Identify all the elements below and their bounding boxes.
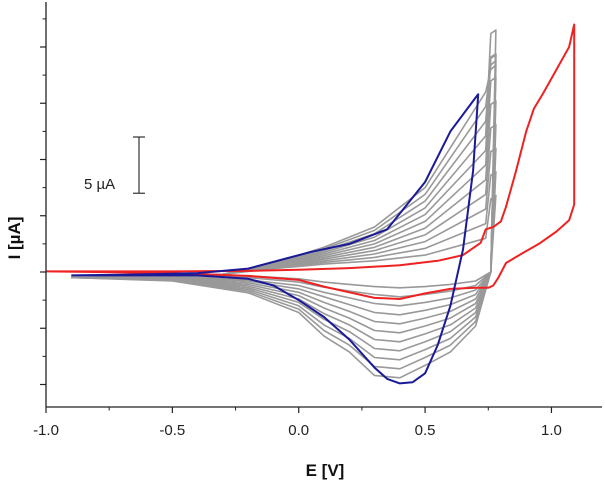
- ticks-layer: -1.0 -0.5 0.0 0.5 1.0: [33, 18, 562, 439]
- series-layer: [45, 23, 576, 385]
- x-axis-title: E [V]: [306, 461, 345, 480]
- x-tick-label: 1.0: [541, 422, 562, 439]
- scale-bar: 5 µA: [84, 136, 145, 194]
- series-line-initial-scan: [45, 23, 576, 300]
- series-line-scan-4: [71, 147, 497, 307]
- scale-bar-label: 5 µA: [84, 176, 115, 193]
- axes-layer: [45, 2, 602, 408]
- y-axis-title: I [µA]: [5, 217, 24, 260]
- x-tick-label: 0.5: [415, 422, 436, 439]
- x-tick-label: 0.0: [288, 422, 309, 439]
- x-tick-label: -0.5: [159, 422, 185, 439]
- series-line-final-scan: [71, 93, 480, 385]
- x-tick-label: -1.0: [33, 422, 59, 439]
